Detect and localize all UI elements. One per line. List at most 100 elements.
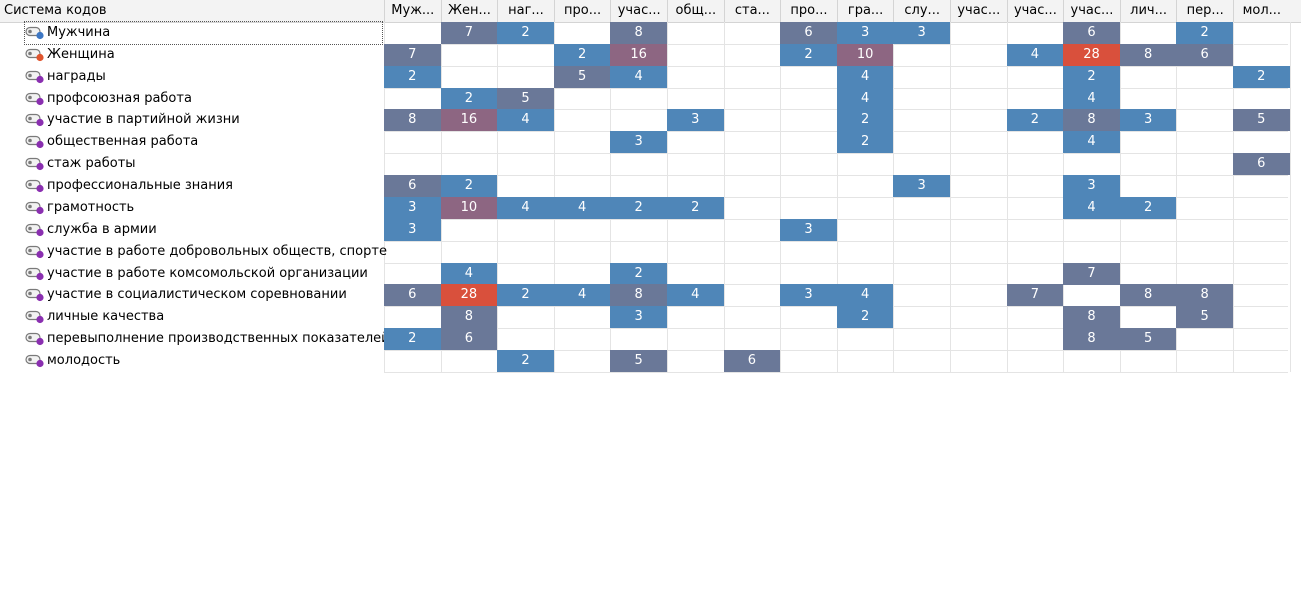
matrix-cell[interactable]: 3: [893, 22, 950, 44]
matrix-cell[interactable]: 8: [610, 22, 667, 44]
matrix-cell[interactable]: 3: [610, 131, 667, 154]
matrix-cell[interactable]: 8: [1063, 328, 1120, 351]
column-header[interactable]: пер...: [1176, 0, 1233, 22]
column-header[interactable]: ста...: [723, 0, 781, 22]
matrix-cell[interactable]: 2: [1119, 196, 1177, 219]
matrix-cell[interactable]: 2: [384, 328, 441, 351]
matrix-cell[interactable]: 8: [1119, 284, 1177, 307]
matrix-cell[interactable]: 2: [1176, 22, 1233, 44]
matrix-cell[interactable]: 28: [1063, 43, 1120, 66]
matrix-cell[interactable]: 3: [780, 218, 837, 241]
matrix-cell[interactable]: 7: [1006, 284, 1064, 307]
column-header[interactable]: наг...: [497, 0, 554, 22]
matrix-cell[interactable]: 7: [1063, 262, 1120, 285]
matrix-cell[interactable]: 5: [1233, 109, 1290, 132]
matrix-cell[interactable]: 6: [384, 284, 441, 307]
column-header[interactable]: учас...: [950, 0, 1007, 22]
matrix-cell[interactable]: 4: [1063, 87, 1120, 110]
matrix-cell[interactable]: 8: [1063, 109, 1120, 132]
matrix-cell[interactable]: 5: [610, 350, 667, 373]
matrix-cell[interactable]: 8: [1119, 43, 1177, 66]
code-label[interactable]: перевыполнение производственных показате…: [47, 331, 390, 347]
column-header[interactable]: Муж...: [384, 0, 441, 22]
matrix-cell[interactable]: 4: [1063, 196, 1120, 219]
matrix-cell[interactable]: 6: [780, 22, 837, 44]
code-label[interactable]: грамотность: [47, 199, 135, 215]
matrix-cell[interactable]: 2: [440, 175, 498, 198]
code-label[interactable]: участие в работе комсомольской организац…: [47, 265, 368, 281]
code-label[interactable]: профсоюзная работа: [47, 90, 192, 106]
matrix-cell[interactable]: 4: [553, 284, 611, 307]
matrix-cell[interactable]: 2: [497, 284, 554, 307]
matrix-cell[interactable]: 8: [384, 109, 441, 132]
matrix-cell[interactable]: 2: [780, 43, 837, 66]
matrix-cell[interactable]: 4: [610, 65, 667, 88]
matrix-cell[interactable]: 4: [667, 284, 724, 307]
matrix-cell[interactable]: 4: [440, 262, 498, 285]
matrix-cell[interactable]: 4: [497, 196, 554, 219]
matrix-cell[interactable]: 10: [440, 196, 498, 219]
code-label[interactable]: личные качества: [47, 309, 165, 325]
column-header[interactable]: учас...: [1063, 0, 1120, 22]
matrix-cell[interactable]: 2: [1063, 65, 1120, 88]
matrix-cell[interactable]: 2: [610, 262, 667, 285]
matrix-cell[interactable]: 3: [893, 175, 950, 198]
code-label[interactable]: участие в социалистическом соревновании: [47, 287, 347, 303]
matrix-cell[interactable]: 6: [1176, 43, 1233, 66]
matrix-cell[interactable]: 2: [1006, 109, 1064, 132]
matrix-cell[interactable]: 6: [384, 175, 441, 198]
matrix-cell[interactable]: 2: [497, 350, 554, 373]
matrix-cell[interactable]: 4: [1006, 43, 1064, 66]
matrix-cell[interactable]: 8: [1063, 306, 1120, 329]
code-label[interactable]: общественная работа: [47, 134, 199, 150]
matrix-cell[interactable]: 3: [1063, 175, 1120, 198]
matrix-cell[interactable]: 5: [1176, 306, 1233, 329]
matrix-cell[interactable]: 6: [1063, 22, 1120, 44]
matrix-cell[interactable]: 3: [384, 218, 441, 241]
matrix-cell[interactable]: 3: [384, 196, 441, 219]
matrix-cell[interactable]: 28: [440, 284, 498, 307]
matrix-cell[interactable]: 4: [1063, 131, 1120, 154]
code-label[interactable]: молодость: [47, 353, 121, 369]
code-label[interactable]: награды: [47, 68, 106, 84]
matrix-cell[interactable]: 4: [836, 284, 894, 307]
code-label[interactable]: Женщина: [47, 46, 115, 62]
matrix-cell[interactable]: 16: [440, 109, 498, 132]
code-label[interactable]: служба в армии: [47, 221, 157, 237]
column-header[interactable]: лич...: [1119, 0, 1177, 22]
matrix-cell[interactable]: 8: [610, 284, 667, 307]
column-header[interactable]: общ...: [667, 0, 724, 22]
matrix-cell[interactable]: 10: [836, 43, 894, 66]
matrix-cell[interactable]: 5: [553, 65, 611, 88]
code-label[interactable]: профессиональные знания: [47, 178, 233, 194]
matrix-cell[interactable]: 2: [497, 22, 554, 44]
matrix-cell[interactable]: 4: [553, 196, 611, 219]
code-label[interactable]: стаж работы: [47, 156, 136, 172]
column-header[interactable]: Жен...: [440, 0, 498, 22]
matrix-cell[interactable]: 3: [610, 306, 667, 329]
matrix-cell[interactable]: 2: [610, 196, 667, 219]
matrix-cell[interactable]: 2: [384, 65, 441, 88]
matrix-cell[interactable]: 8: [440, 306, 498, 329]
column-header[interactable]: про...: [780, 0, 837, 22]
matrix-cell[interactable]: 2: [836, 109, 894, 132]
matrix-cell[interactable]: 6: [723, 350, 781, 373]
matrix-cell[interactable]: 7: [440, 22, 498, 44]
column-header[interactable]: мол...: [1233, 0, 1290, 22]
matrix-cell[interactable]: 7: [384, 43, 441, 66]
code-label[interactable]: участие в работе добровольных обществ, с…: [47, 243, 387, 259]
column-header[interactable]: учас...: [1006, 0, 1064, 22]
matrix-cell[interactable]: 6: [440, 328, 498, 351]
matrix-cell[interactable]: 3: [836, 22, 894, 44]
matrix-cell[interactable]: 5: [497, 87, 554, 110]
matrix-cell[interactable]: 16: [610, 43, 667, 66]
matrix-cell[interactable]: 2: [836, 131, 894, 154]
matrix-cell[interactable]: 4: [836, 87, 894, 110]
column-header[interactable]: гра...: [836, 0, 894, 22]
column-header[interactable]: про...: [553, 0, 611, 22]
matrix-cell[interactable]: 6: [1233, 153, 1290, 176]
matrix-cell[interactable]: 5: [1119, 328, 1177, 351]
column-header[interactable]: слу...: [893, 0, 950, 22]
matrix-cell[interactable]: 4: [836, 65, 894, 88]
matrix-cell[interactable]: 4: [497, 109, 554, 132]
